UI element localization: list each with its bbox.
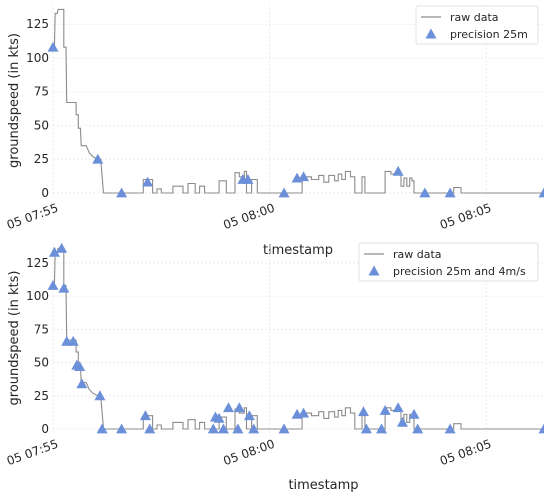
precision-marker xyxy=(222,402,234,413)
legend-marker-swatch xyxy=(368,265,380,276)
legend-entry: precision 25m xyxy=(450,28,528,41)
y-tick-label: 100 xyxy=(26,289,49,303)
precision-marker xyxy=(142,176,154,187)
precision-marker xyxy=(116,423,128,434)
x-axis-label: timestamp xyxy=(263,243,333,258)
precision-marker xyxy=(376,423,388,434)
precision-marker xyxy=(412,423,424,434)
top-chart: 0 25 50 75 100 125 05 07:55 05 08:00 05 08:05 gro… xyxy=(5,4,544,258)
precision-marker xyxy=(360,423,372,434)
legend-box xyxy=(358,242,539,282)
precision-marker xyxy=(396,416,408,427)
precision-marker xyxy=(207,423,219,434)
precision-marker xyxy=(76,378,88,389)
y-tick-label: 0 xyxy=(41,422,49,436)
y-tick-label: 0 xyxy=(41,186,49,200)
x-tick-label: 05 07:55 xyxy=(5,201,60,233)
precision-marker xyxy=(278,187,290,198)
precision-marker xyxy=(357,406,369,417)
y-tick-label: 75 xyxy=(34,322,49,336)
precision-marker xyxy=(94,390,106,401)
y-tick-label: 50 xyxy=(34,356,49,370)
legend-entry: raw data xyxy=(393,248,442,261)
precision-marker xyxy=(56,242,68,253)
precision-marker xyxy=(408,408,420,419)
legend-entry: precision 25m and 4m/s xyxy=(393,265,526,278)
precision-marker xyxy=(538,423,544,434)
precision-marker xyxy=(58,282,70,293)
precision-marker xyxy=(96,423,108,434)
precision-marker xyxy=(116,187,128,198)
precision-marker xyxy=(232,423,244,434)
precision-marker xyxy=(74,361,86,371)
y-axis-label: groundspeed (in kts) xyxy=(7,33,22,168)
precision-marker xyxy=(139,410,151,421)
y-tick-label: 125 xyxy=(26,17,49,31)
precision-marker xyxy=(444,187,456,198)
precision-marker xyxy=(419,187,431,198)
precision-marker xyxy=(47,41,59,52)
precision-marker xyxy=(213,412,225,423)
x-tick-label: 05 08:00 xyxy=(221,437,276,469)
precision-marker xyxy=(248,423,260,434)
y-tick-label: 50 xyxy=(34,118,49,132)
y-tick-label: 75 xyxy=(34,85,49,99)
bottom-chart: 0 25 50 75 100 125 05 07:55 05 08:00 05 08:05 gro… xyxy=(5,242,544,493)
precision-marker xyxy=(392,402,404,413)
legend-entry: raw data xyxy=(450,11,499,24)
precision-marker xyxy=(538,187,544,198)
x-tick-label: 05 08:05 xyxy=(438,437,493,469)
precision-marker xyxy=(47,280,59,290)
legend-marker-swatch xyxy=(425,28,437,39)
precision-marker xyxy=(48,246,60,257)
precision-marker xyxy=(379,404,391,415)
x-tick-label: 05 07:55 xyxy=(5,437,60,469)
precision-marker xyxy=(233,402,245,413)
y-tick-label: 125 xyxy=(26,256,49,270)
precision-marker xyxy=(144,423,156,434)
precision-marker xyxy=(298,407,310,418)
precision-marker xyxy=(298,171,310,182)
x-axis-label: timestamp xyxy=(288,478,358,493)
precision-marker xyxy=(242,173,254,184)
legend-box xyxy=(415,5,539,45)
precision-marker xyxy=(392,165,404,176)
precision-marker xyxy=(92,153,104,164)
x-tick-label: 05 08:00 xyxy=(221,201,276,233)
precision-marker xyxy=(444,423,456,434)
precision-marker xyxy=(217,423,229,434)
x-tick-label: 05 08:05 xyxy=(438,201,493,233)
precision-marker xyxy=(243,410,255,421)
y-tick-label: 100 xyxy=(26,51,49,65)
precision-marker xyxy=(278,423,290,434)
y-tick-label: 25 xyxy=(34,389,49,403)
precision-marker xyxy=(67,335,79,346)
y-axis-label: groundspeed (in kts) xyxy=(7,271,22,406)
y-tick-label: 25 xyxy=(34,152,49,166)
